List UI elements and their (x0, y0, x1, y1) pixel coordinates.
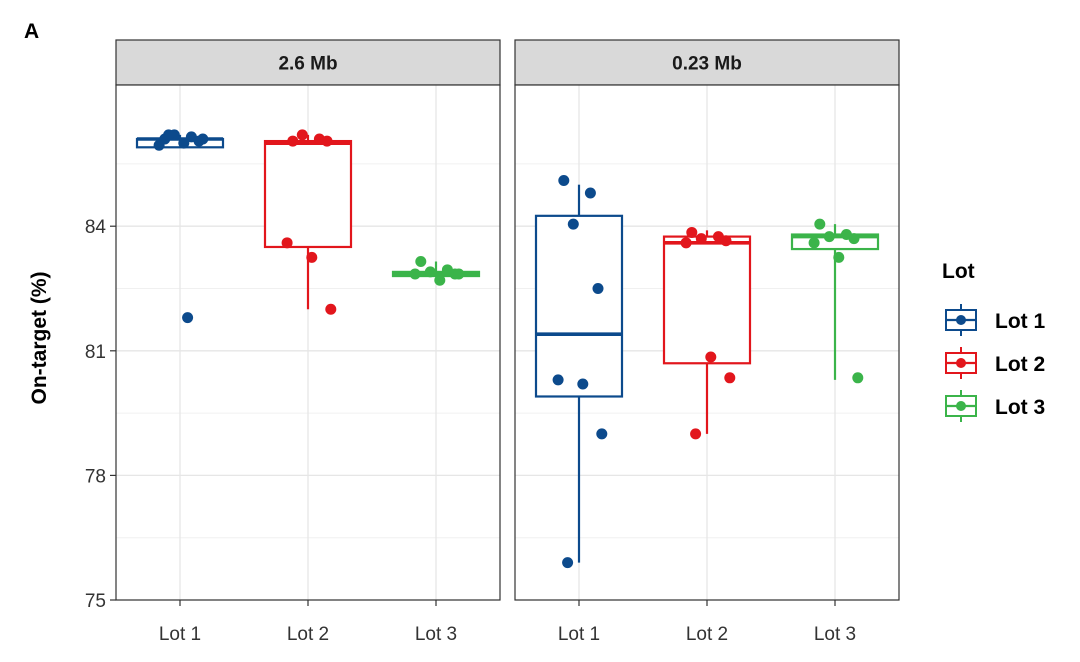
data-point (562, 557, 574, 569)
legend-key-point (956, 401, 966, 411)
box-group (790, 218, 880, 384)
data-point (409, 268, 421, 280)
data-point (695, 233, 707, 245)
box-group (662, 226, 752, 440)
panel-label: A (24, 20, 39, 43)
data-point (287, 135, 299, 147)
facet-panel: 2.6 Mb Lot 1 Lot 2 Lot 3 (115, 39, 501, 645)
box-group (391, 256, 481, 286)
data-point (424, 266, 436, 278)
box-group (534, 175, 624, 569)
data-point (296, 129, 308, 141)
data-point (584, 187, 596, 199)
data-point (153, 139, 165, 151)
data-point (281, 237, 293, 249)
y-tick-label: 75 (85, 591, 106, 612)
legend-entry: Lot 3 (945, 390, 1045, 422)
box-group (135, 129, 225, 324)
data-point (415, 256, 427, 268)
x-tick-label: Lot 3 (814, 624, 856, 645)
legend-entry: Lot 2 (945, 347, 1045, 379)
data-point (163, 129, 175, 141)
data-point (848, 233, 860, 245)
x-tick-label: Lot 1 (159, 624, 201, 645)
data-point (306, 251, 318, 263)
legend: Lot Lot 1 Lot 2 Lot 3 (942, 260, 1045, 422)
y-tick-label: 84 (85, 217, 107, 238)
data-point (686, 226, 698, 238)
data-point (178, 137, 190, 149)
data-point (552, 374, 564, 386)
data-point (852, 372, 864, 384)
data-point (680, 237, 692, 249)
data-point (833, 251, 845, 263)
box (534, 214, 624, 398)
box (662, 235, 752, 365)
data-point (577, 378, 589, 390)
y-tick-label: 81 (85, 342, 106, 363)
facet-title: 2.6 Mb (278, 54, 337, 75)
data-point (567, 218, 579, 230)
data-point (182, 312, 194, 324)
data-point (690, 428, 702, 440)
y-tick-label: 78 (85, 466, 106, 487)
y-axis-label: On-target (%) (28, 272, 51, 405)
facet-title: 0.23 Mb (672, 54, 742, 75)
x-tick-label: Lot 2 (287, 624, 329, 645)
y-axis: 75 78 81 84 (85, 217, 116, 612)
data-point (434, 274, 446, 286)
x-tick-label: Lot 2 (686, 624, 728, 645)
legend-entry: Lot 1 (945, 304, 1045, 336)
data-point (453, 268, 465, 280)
panels: 2.6 Mb Lot 1 Lot 2 Lot 3 0.23 Mb Lot 1 Lot 2 Lo… (115, 39, 900, 645)
legend-key-point (956, 315, 966, 325)
data-point (705, 351, 717, 363)
data-point (592, 283, 604, 295)
data-point (724, 372, 736, 384)
data-point (823, 231, 835, 243)
data-point (814, 218, 826, 230)
box (263, 139, 353, 249)
data-point (720, 235, 732, 247)
x-tick-label: Lot 1 (558, 624, 600, 645)
data-point (808, 237, 820, 249)
legend-label: Lot 3 (995, 396, 1045, 419)
data-point (321, 135, 333, 147)
data-point (558, 175, 570, 187)
x-tick-label: Lot 3 (415, 624, 457, 645)
facet-strip (514, 39, 900, 86)
box-group (263, 129, 353, 315)
data-point (596, 428, 608, 440)
legend-title: Lot (942, 260, 975, 283)
legend-label: Lot 1 (995, 310, 1045, 333)
legend-key-point (956, 358, 966, 368)
facet-panel: 0.23 Mb Lot 1 Lot 2 Lot 3 (514, 39, 900, 645)
data-point (325, 303, 337, 315)
data-point (197, 133, 209, 145)
legend-label: Lot 2 (995, 353, 1045, 376)
facet-strip (115, 39, 501, 86)
